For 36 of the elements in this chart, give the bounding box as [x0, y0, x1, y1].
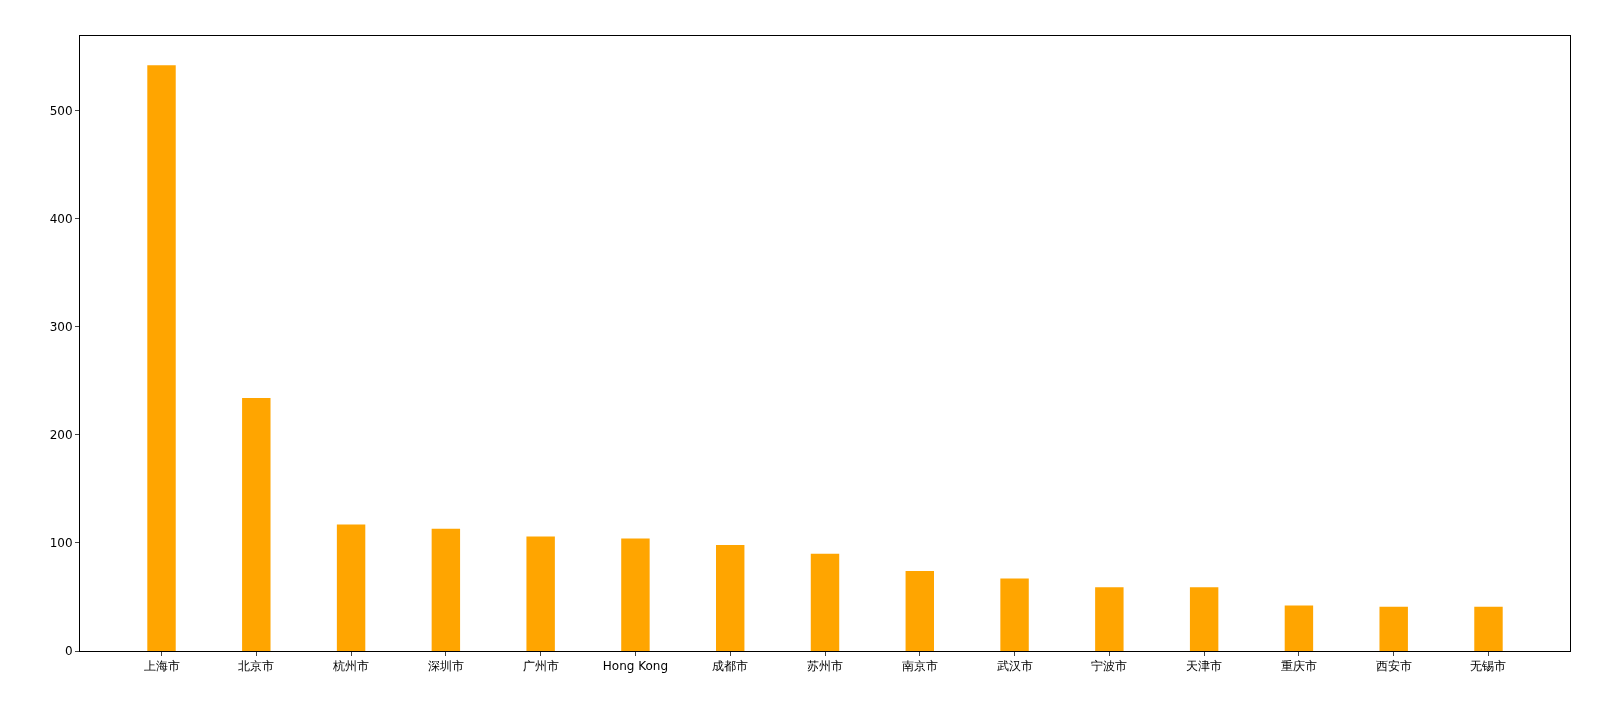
bar: [336, 524, 366, 651]
bar: [242, 398, 271, 651]
bar: [431, 528, 461, 651]
x-tick-label: 西安市: [1375, 659, 1412, 674]
bar: [1000, 578, 1029, 651]
x-tick-label: 苏州市: [807, 659, 843, 674]
bar: [1189, 587, 1219, 651]
x-tick-label: 天津市: [1186, 659, 1223, 674]
bar: [905, 571, 934, 651]
bar: [716, 545, 745, 651]
x-tick-label: 宁波市: [1091, 659, 1128, 674]
y-tick-label: 100: [49, 536, 73, 551]
y-tick-label: 200: [49, 428, 73, 443]
x-tick-label: 成都市: [712, 659, 749, 674]
x-tick-label: 深圳市: [427, 659, 464, 674]
bar: [621, 538, 650, 651]
x-tick-label: 重庆市: [1280, 659, 1317, 674]
x-tick-label: 上海市: [143, 659, 180, 674]
y-tick-label: 500: [49, 103, 73, 118]
y-tick-label: 400: [49, 211, 73, 226]
bar: [1284, 605, 1314, 651]
x-tick-label: 无锡市: [1470, 659, 1507, 674]
x-tick-label: 北京市: [238, 659, 275, 674]
bar: [526, 536, 555, 651]
bar: [1474, 606, 1503, 651]
x-tick-label: 广州市: [522, 659, 559, 674]
bar: [810, 553, 840, 651]
y-tick-label: 0: [64, 644, 73, 659]
x-tick-label: 南京市: [901, 659, 938, 674]
y-tick-label: 300: [49, 319, 73, 334]
bar: [1379, 606, 1408, 651]
bar: [147, 65, 176, 651]
x-tick-label: Hong Kong: [602, 659, 669, 674]
x-tick-label: 武汉市: [996, 659, 1033, 674]
bar: [1095, 587, 1124, 651]
x-tick-label: 杭州市: [332, 659, 370, 674]
